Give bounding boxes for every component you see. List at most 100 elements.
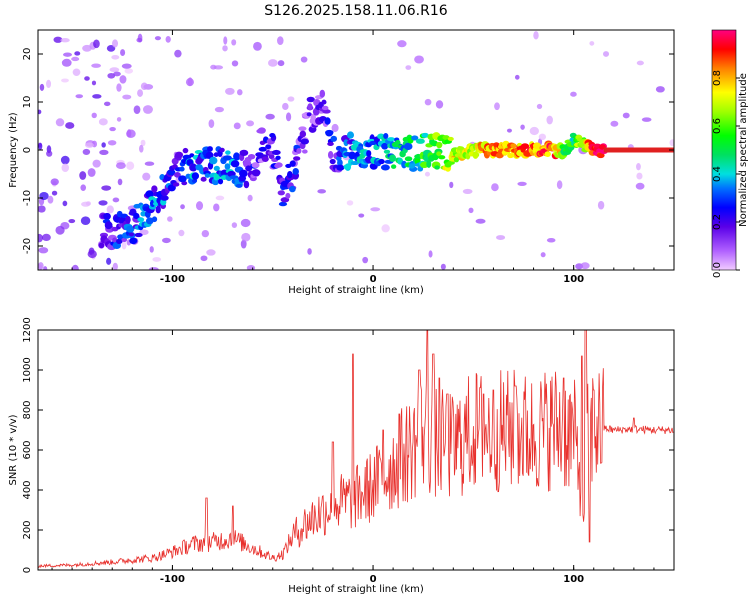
spectrogram-ridge [97,89,608,251]
chart-title: S126.2025.158.11.06.R16 [264,3,447,19]
spectrogram-noise-blob [414,55,424,64]
spectrogram-noise-blob [225,87,235,95]
spectrogram-ridge-blob [285,192,291,199]
spectrogram-ridge-blob [383,132,389,139]
spectrogram-noise-blob [546,115,553,125]
spectrogram-noise-blob [491,183,499,192]
snr-frame [37,329,675,571]
spectrogram-noise-blob [187,77,193,86]
spectrogram-noise-blob [285,112,292,122]
spectrogram-noise-blob [529,126,539,136]
spectrogram-noise-blob [41,233,51,242]
spectrogram-noise-blob [71,56,80,62]
spectrogram-noise-blob [55,118,65,127]
spectrogram-noise-blob [87,250,97,259]
spectrogram-ridge-blob [265,144,272,150]
spectrogram-ridge-blob [544,151,551,157]
spectrogram-ridge-blob [151,185,158,193]
spectrogram-y-label: Frequency (Hz) [8,112,19,188]
spectrogram-noise-blob [331,123,339,133]
spectrogram-noise-blob [101,142,106,148]
spectrogram-noise-blob [80,216,91,226]
spectrogram-noise-blob [180,204,185,210]
spectrogram-noise-blob [92,94,102,99]
x-tick-label: 100 [563,274,584,285]
spectrogram-noise-blob [38,109,42,115]
spectrogram-ridge-blob [532,142,542,150]
spectrogram-ridge-blob [408,163,416,169]
spectrogram-noise-blob [669,139,674,147]
spectrogram-noise-blob [496,235,506,240]
x-tick-label: -100 [160,574,185,585]
spectrogram-ridge-blob [145,190,154,198]
spectrogram-ridge-blob [346,131,355,139]
spectrogram-noise-blob [300,56,308,63]
spectrogram-ridge-blob [251,169,261,177]
spectrogram-ridge-blob [126,225,135,233]
spectrogram-noise-blob [346,200,354,206]
spectrogram-noise-blob [282,102,289,111]
spectrogram-noise-blob [178,229,185,237]
spectrogram-ridge-blob [404,156,413,162]
spectrogram-noise-blob [223,36,228,45]
spectrogram-noise-blob [165,35,171,43]
spectrogram-ridge-blob [301,149,308,154]
spectrogram-noise-blob [468,207,474,214]
spectrogram-ridge-blob [350,160,360,166]
spectrogram-noise-blob [81,201,91,207]
spectrogram-noise-blob [240,218,251,228]
spectrogram-ridge-blob [386,137,396,142]
spectrogram-noise-blob [124,68,134,74]
spectrogram-noise-blob [61,78,69,83]
spectrogram-noise-blob [82,148,91,155]
spectrogram-ridge-blob [426,160,432,168]
spectrogram-noise-blob [117,178,123,186]
spectrogram-noise-blob [362,256,369,264]
spectrogram-noise-blob [82,44,92,52]
spectrogram-noise-blob [267,59,278,67]
colorbar-ticks: 0.0 0.2 0.4 0.6 0.8 [712,70,740,278]
spectrogram-ridge-blob [390,164,397,169]
spectrogram-ridge-blob [329,158,336,165]
colorbar-tick-label: 0.4 [712,166,723,182]
spectrogram-ridge-blob [337,159,343,167]
spectrogram-noise-blob [635,182,645,190]
y-tick-label: -20 [22,238,33,254]
spectrogram-noise-blob [148,267,159,270]
spectrogram-noise-blob [538,133,547,141]
spectrogram-noise-blob [112,262,118,270]
spectrogram-noise-blob [116,117,122,122]
colorbar-label: Normalized spectral amplitude [738,73,749,227]
spectrogram-ridge-blob [438,155,446,160]
spectrogram-noise-blob [475,218,486,224]
spectrogram-noise-blob [589,41,595,46]
y-tick-label: 10 [22,96,33,109]
spectrogram-noise-blob [119,75,127,84]
spectrogram-noise-blob [68,218,76,224]
spectrogram-noise-blob [115,162,126,169]
spectrogram-ridge-blob [421,132,429,138]
y-tick-label: 1000 [22,357,33,382]
spectrogram-noise-blob [428,250,433,258]
spectrogram-noise-blob [536,103,543,109]
spectrogram-ridge-blob [278,201,288,207]
spectrogram-noise-blob [603,51,610,57]
spectrogram-ridge-blob [120,213,128,218]
spectrogram-ridge-blob [121,237,128,242]
spectrogram-ridge-blob [116,238,123,245]
spectrogram-ridge-blob [207,146,213,152]
spectrogram-ridge-blob [401,160,407,169]
spectrogram-noise-blob [98,200,108,206]
spectrogram-noise-blob [317,189,327,194]
colorbar-tick-label: 0.0 [712,262,723,278]
spectrogram-noise-blob [636,172,643,180]
spectrogram-ridge-blob [510,143,517,149]
spectrogram-ridge-blob [289,160,296,167]
spectrogram-noise-blob [142,172,151,181]
spectrogram-noise-blob [103,101,111,107]
y-tick-label: 1200 [22,317,33,342]
spectrogram-ridge-blob [258,146,268,152]
spectrogram-ridge-blob [417,165,424,172]
spectrogram-ridge-blob [233,152,240,161]
spectrogram-ridge-blob [434,165,440,170]
